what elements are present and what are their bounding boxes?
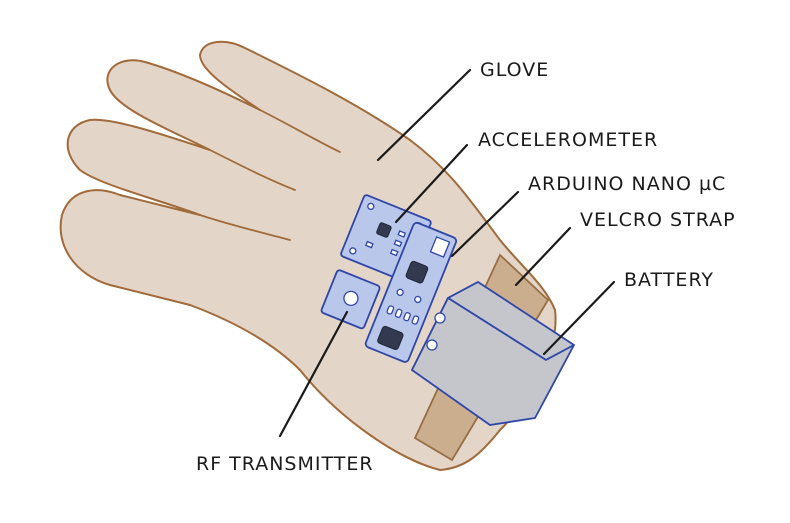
arduino-label: ARDUINO NANO µC <box>528 173 726 195</box>
battery-front <box>411 297 575 426</box>
rf-leader-line <box>278 310 349 438</box>
arduino-leader-line <box>450 190 520 258</box>
velcro-leader-line <box>514 226 572 287</box>
rf-transmitter-label: RF TRANSMITTER <box>196 453 374 475</box>
battery-label: BATTERY <box>624 269 714 291</box>
arduino-nano-board <box>364 221 458 363</box>
battery-drawing <box>411 281 575 426</box>
finger-crease-3 <box>259 109 341 153</box>
battery-leader-line <box>542 280 616 356</box>
finger-crease-1 <box>199 214 291 241</box>
velcro-strap-label: VELCRO STRAP <box>580 209 736 231</box>
finger-crease-2 <box>209 149 296 191</box>
leader-lines <box>278 68 616 438</box>
glove-leader-line <box>376 68 472 162</box>
labels: GLOVE ACCELEROMETER ARDUINO NANO µC VELC… <box>196 59 736 475</box>
accelerometer-label: ACCELEROMETER <box>478 129 658 151</box>
rf-transmitter-board <box>320 269 381 330</box>
accelerometer-leader-line <box>394 143 469 224</box>
glove-label: GLOVE <box>480 59 549 81</box>
